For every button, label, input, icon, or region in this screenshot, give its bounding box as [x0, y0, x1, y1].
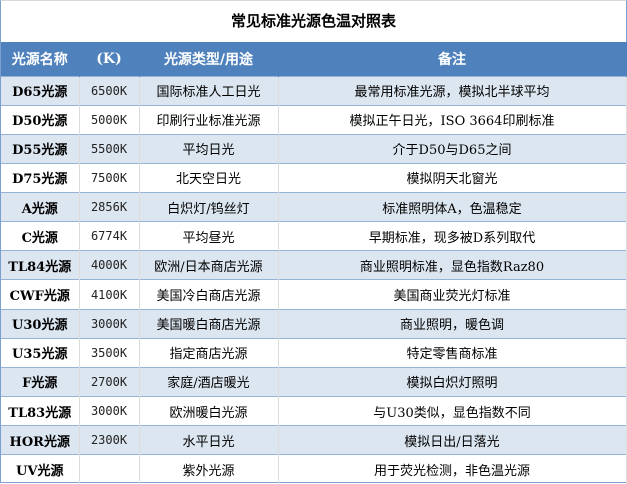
color-temperature: 5500K	[79, 133, 140, 164]
color-temperature: 3000K	[79, 308, 140, 339]
notes: 特定零售商标准	[278, 337, 627, 368]
color-temperature: 6500K	[79, 75, 140, 106]
table-row: D50光源 5000K 印刷行业标准光源 模拟正午日光，ISO 3664印刷标准	[1, 104, 627, 135]
table-row: F光源 2700K 家庭/酒店暖光 模拟白炽灯照明	[1, 366, 627, 397]
light-source-name: UV光源	[1, 454, 80, 484]
table-row: HOR光源 2300K 水平日光 模拟日出/日落光	[1, 425, 627, 455]
light-source-name: D75光源	[1, 162, 80, 193]
color-temperature: 4000K	[79, 250, 140, 280]
light-type: 欧洲/日本商店光源	[139, 250, 279, 280]
notes: 模拟正午日光，ISO 3664印刷标准	[278, 104, 627, 135]
table-row: U30光源 3000K 美国暖白商店光源 商业照明，暖色调	[1, 308, 627, 339]
light-type: 平均日光	[139, 133, 279, 164]
light-type: 欧洲暖白光源	[139, 396, 279, 426]
color-temperature: 4100K	[79, 279, 140, 310]
table-row: U35光源 3500K 指定商店光源 特定零售商标准	[1, 337, 627, 368]
table-row: TL83光源 3000K 欧洲暖白光源 与U30类似，显色指数不同	[1, 396, 627, 426]
light-type: 北天空日光	[139, 162, 279, 193]
color-temperature	[79, 454, 140, 484]
light-type: 家庭/酒店暖光	[139, 366, 279, 397]
notes: 美国商业荧光灯标准	[278, 279, 627, 310]
color-temperature: 3000K	[79, 396, 140, 426]
light-type: 国际标准人工日光	[139, 75, 279, 106]
light-source-name: D55光源	[1, 133, 80, 164]
table-row: D65光源 6500K 国际标准人工日光 最常用标准光源，模拟北半球平均	[1, 75, 627, 106]
color-temperature: 2700K	[79, 366, 140, 397]
color-temperature: 3500K	[79, 337, 140, 368]
color-temperature: 6774K	[79, 221, 140, 251]
light-source-name: CWF光源	[1, 279, 80, 310]
light-type: 美国暖白商店光源	[139, 308, 279, 339]
notes: 介于D50与D65之间	[278, 133, 627, 164]
table-row: D75光源 7500K 北天空日光 模拟阴天北窗光	[1, 162, 627, 193]
notes: 商业照明，暖色调	[278, 308, 627, 339]
color-temperature: 7500K	[79, 162, 140, 193]
table-row: A光源 2856K 白炽灯/钨丝灯 标准照明体A，色温稳定	[1, 192, 627, 222]
light-source-name: D65光源	[1, 75, 80, 106]
color-temperature: 5000K	[79, 104, 140, 135]
light-source-name: U35光源	[1, 337, 80, 368]
light-type: 平均昼光	[139, 221, 279, 251]
table-title: 常见标准光源色温对照表	[230, 12, 396, 30]
header-row: 光源名称 (K) 光源类型/用途 备注	[1, 42, 627, 76]
light-type: 印刷行业标准光源	[139, 104, 279, 135]
header-kelvin: (K)	[79, 42, 140, 76]
table-row: C光源 6774K 平均昼光 早期标准，现多被D系列取代	[1, 221, 627, 251]
light-type: 白炽灯/钨丝灯	[139, 192, 279, 222]
header-type: 光源类型/用途	[139, 42, 279, 76]
header-name: 光源名称	[1, 42, 80, 76]
table-row: UV光源 紫外光源 用于荧光检测，非色温光源	[1, 454, 627, 484]
light-source-name: C光源	[1, 221, 80, 251]
notes: 模拟日出/日落光	[278, 425, 627, 455]
light-type: 紫外光源	[139, 454, 279, 484]
color-temperature: 2300K	[79, 425, 140, 455]
color-temperature: 2856K	[79, 192, 140, 222]
light-source-name: TL83光源	[1, 396, 80, 426]
notes: 模拟白炽灯照明	[278, 366, 627, 397]
table-row: TL84光源 4000K 欧洲/日本商店光源 商业照明标准，显色指数Raz80	[1, 250, 627, 280]
header-notes: 备注	[278, 42, 627, 76]
table-row: CWF光源 4100K 美国冷白商店光源 美国商业荧光灯标准	[1, 279, 627, 310]
notes: 标准照明体A，色温稳定	[278, 192, 627, 222]
notes: 用于荧光检测，非色温光源	[278, 454, 627, 484]
light-type: 指定商店光源	[139, 337, 279, 368]
light-source-name: D50光源	[1, 104, 80, 135]
notes: 与U30类似，显色指数不同	[278, 396, 627, 426]
light-source-name: U30光源	[1, 308, 80, 339]
notes: 商业照明标准，显色指数Raz80	[278, 250, 627, 280]
light-source-name: HOR光源	[1, 425, 80, 455]
light-source-table: 光源名称 (K) 光源类型/用途 备注 D65光源 6500K 国际标准人工日光 最常…	[1, 42, 627, 484]
light-source-name: A光源	[1, 192, 80, 222]
table-row: D55光源 5500K 平均日光 介于D50与D65之间	[1, 133, 627, 164]
light-type: 美国冷白商店光源	[139, 279, 279, 310]
light-source-name: TL84光源	[1, 250, 80, 280]
notes: 早期标准，现多被D系列取代	[278, 221, 627, 251]
notes: 最常用标准光源，模拟北半球平均	[278, 75, 627, 106]
light-type: 水平日光	[139, 425, 279, 455]
notes: 模拟阴天北窗光	[278, 162, 627, 193]
light-source-name: F光源	[1, 366, 80, 397]
